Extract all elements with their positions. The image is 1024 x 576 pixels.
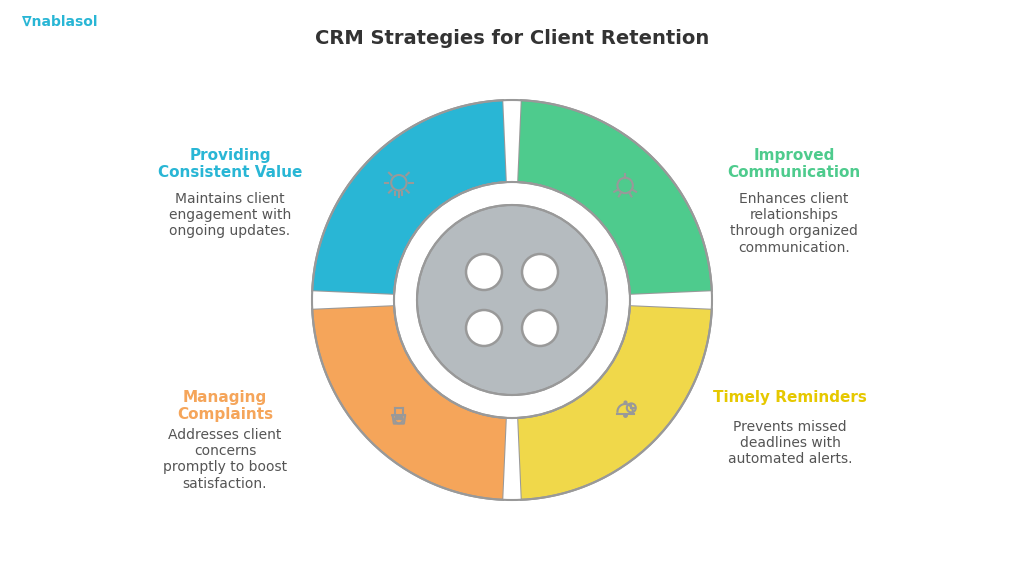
Wedge shape	[507, 182, 517, 205]
Wedge shape	[312, 291, 394, 309]
Text: ∇nablasol: ∇nablasol	[22, 15, 97, 29]
Circle shape	[466, 254, 502, 290]
Text: Addresses client
concerns
promptly to boost
satisfaction.: Addresses client concerns promptly to bo…	[163, 428, 287, 491]
Text: Enhances client
relationships
through organized
communication.: Enhances client relationships through or…	[730, 192, 858, 255]
Wedge shape	[503, 100, 521, 182]
Text: Maintains client
engagement with
ongoing updates.: Maintains client engagement with ongoing…	[169, 192, 291, 238]
Wedge shape	[630, 291, 712, 309]
Circle shape	[466, 310, 502, 346]
Wedge shape	[312, 100, 507, 295]
Wedge shape	[517, 305, 712, 500]
Wedge shape	[312, 305, 507, 500]
Wedge shape	[503, 418, 521, 500]
Text: Providing
Consistent Value: Providing Consistent Value	[158, 148, 302, 180]
Circle shape	[417, 205, 607, 395]
Circle shape	[522, 254, 558, 290]
Wedge shape	[507, 395, 517, 418]
Circle shape	[522, 310, 558, 346]
Text: Managing
Complaints: Managing Complaints	[177, 390, 273, 422]
Wedge shape	[394, 295, 417, 305]
Text: CRM Strategies for Client Retention: CRM Strategies for Client Retention	[314, 28, 710, 47]
Circle shape	[394, 182, 630, 418]
Text: Prevents missed
deadlines with
automated alerts.: Prevents missed deadlines with automated…	[728, 420, 852, 467]
Wedge shape	[607, 295, 630, 305]
Text: Improved
Communication: Improved Communication	[727, 148, 860, 180]
Wedge shape	[517, 100, 712, 295]
Text: Timely Reminders: Timely Reminders	[713, 390, 867, 405]
